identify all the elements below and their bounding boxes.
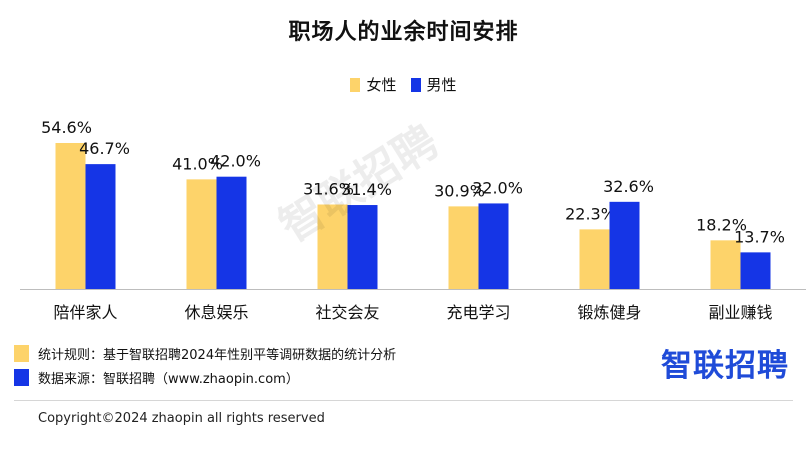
bar-female-3	[448, 206, 479, 289]
bar-female-5	[710, 240, 741, 289]
chart-notes: 统计规则：基于智联招聘2024年性别平等调研数据的统计分析 数据来源：智联招聘（…	[14, 341, 396, 389]
bar-female-0	[55, 143, 86, 289]
bar-female-2	[317, 204, 348, 289]
data-label-male-5: 13.7%	[734, 227, 785, 246]
data-label-male-2: 31.4%	[341, 180, 392, 199]
data-label-female-2: 31.6%	[303, 180, 354, 199]
brand-logo: 智联招聘	[661, 348, 789, 384]
note-data-source: 数据来源：智联招聘（www.zhaopin.com）	[14, 365, 396, 389]
note-statistics-rule: 统计规则：基于智联招聘2024年性别平等调研数据的统计分析	[14, 341, 396, 365]
data-label-female-1: 41.0%	[172, 154, 223, 173]
category-label-5: 副业赚钱	[708, 303, 772, 322]
legend-item-male: 男性	[410, 74, 457, 95]
note-swatch-blue	[14, 368, 29, 386]
legend-item-female: 女性	[350, 74, 397, 95]
category-label-2: 社交会友	[315, 303, 379, 322]
legend-swatch-female	[350, 77, 361, 92]
note-text-statistics-rule: 统计规则：基于智联招聘2024年性别平等调研数据的统计分析	[38, 347, 397, 363]
data-label-female-5: 18.2%	[696, 215, 747, 234]
data-label-male-1: 42.0%	[210, 152, 261, 171]
bar-male-2	[347, 205, 378, 289]
data-label-male-0: 46.7%	[79, 139, 130, 158]
category-label-4: 锻炼健身	[577, 303, 641, 322]
data-label-male-3: 32.0%	[472, 178, 523, 197]
bar-male-1	[216, 176, 247, 289]
note-text-data-source: 数据来源：智联招聘（www.zhaopin.com）	[38, 371, 299, 387]
data-label-female-4: 22.3%	[565, 204, 616, 223]
footer-divider	[14, 400, 793, 401]
bar-female-4	[579, 229, 610, 289]
bar-chart: 54.6% 46.7% 陪伴家人 41.0%42.0% 休息娱乐 31.6%31.4% 社交…	[20, 118, 806, 322]
chart-title: 职场人的业余时间安排	[288, 20, 519, 45]
data-label-female-3: 30.9%	[434, 181, 485, 200]
copyright-text: Copyright©2024 zhaopin all rights reserv…	[38, 411, 325, 426]
legend-label-female: 女性	[366, 76, 397, 94]
bar-male-3	[478, 203, 509, 289]
category-label-1: 休息娱乐	[184, 303, 248, 322]
category-label-3: 充电学习	[446, 303, 510, 322]
data-label-male-4: 32.6%	[603, 177, 654, 196]
legend-swatch-male	[410, 77, 421, 92]
chart-legend: 女性 男性	[0, 74, 807, 95]
bar-male-4	[609, 201, 640, 289]
bar-male-5	[740, 252, 771, 289]
category-label-0: 陪伴家人	[53, 303, 117, 322]
legend-label-male: 男性	[426, 76, 457, 94]
data-label-female-0: 54.6%	[41, 118, 92, 137]
bar-male-0	[85, 164, 116, 289]
note-swatch-yellow	[14, 344, 29, 362]
bar-female-1	[186, 179, 217, 289]
